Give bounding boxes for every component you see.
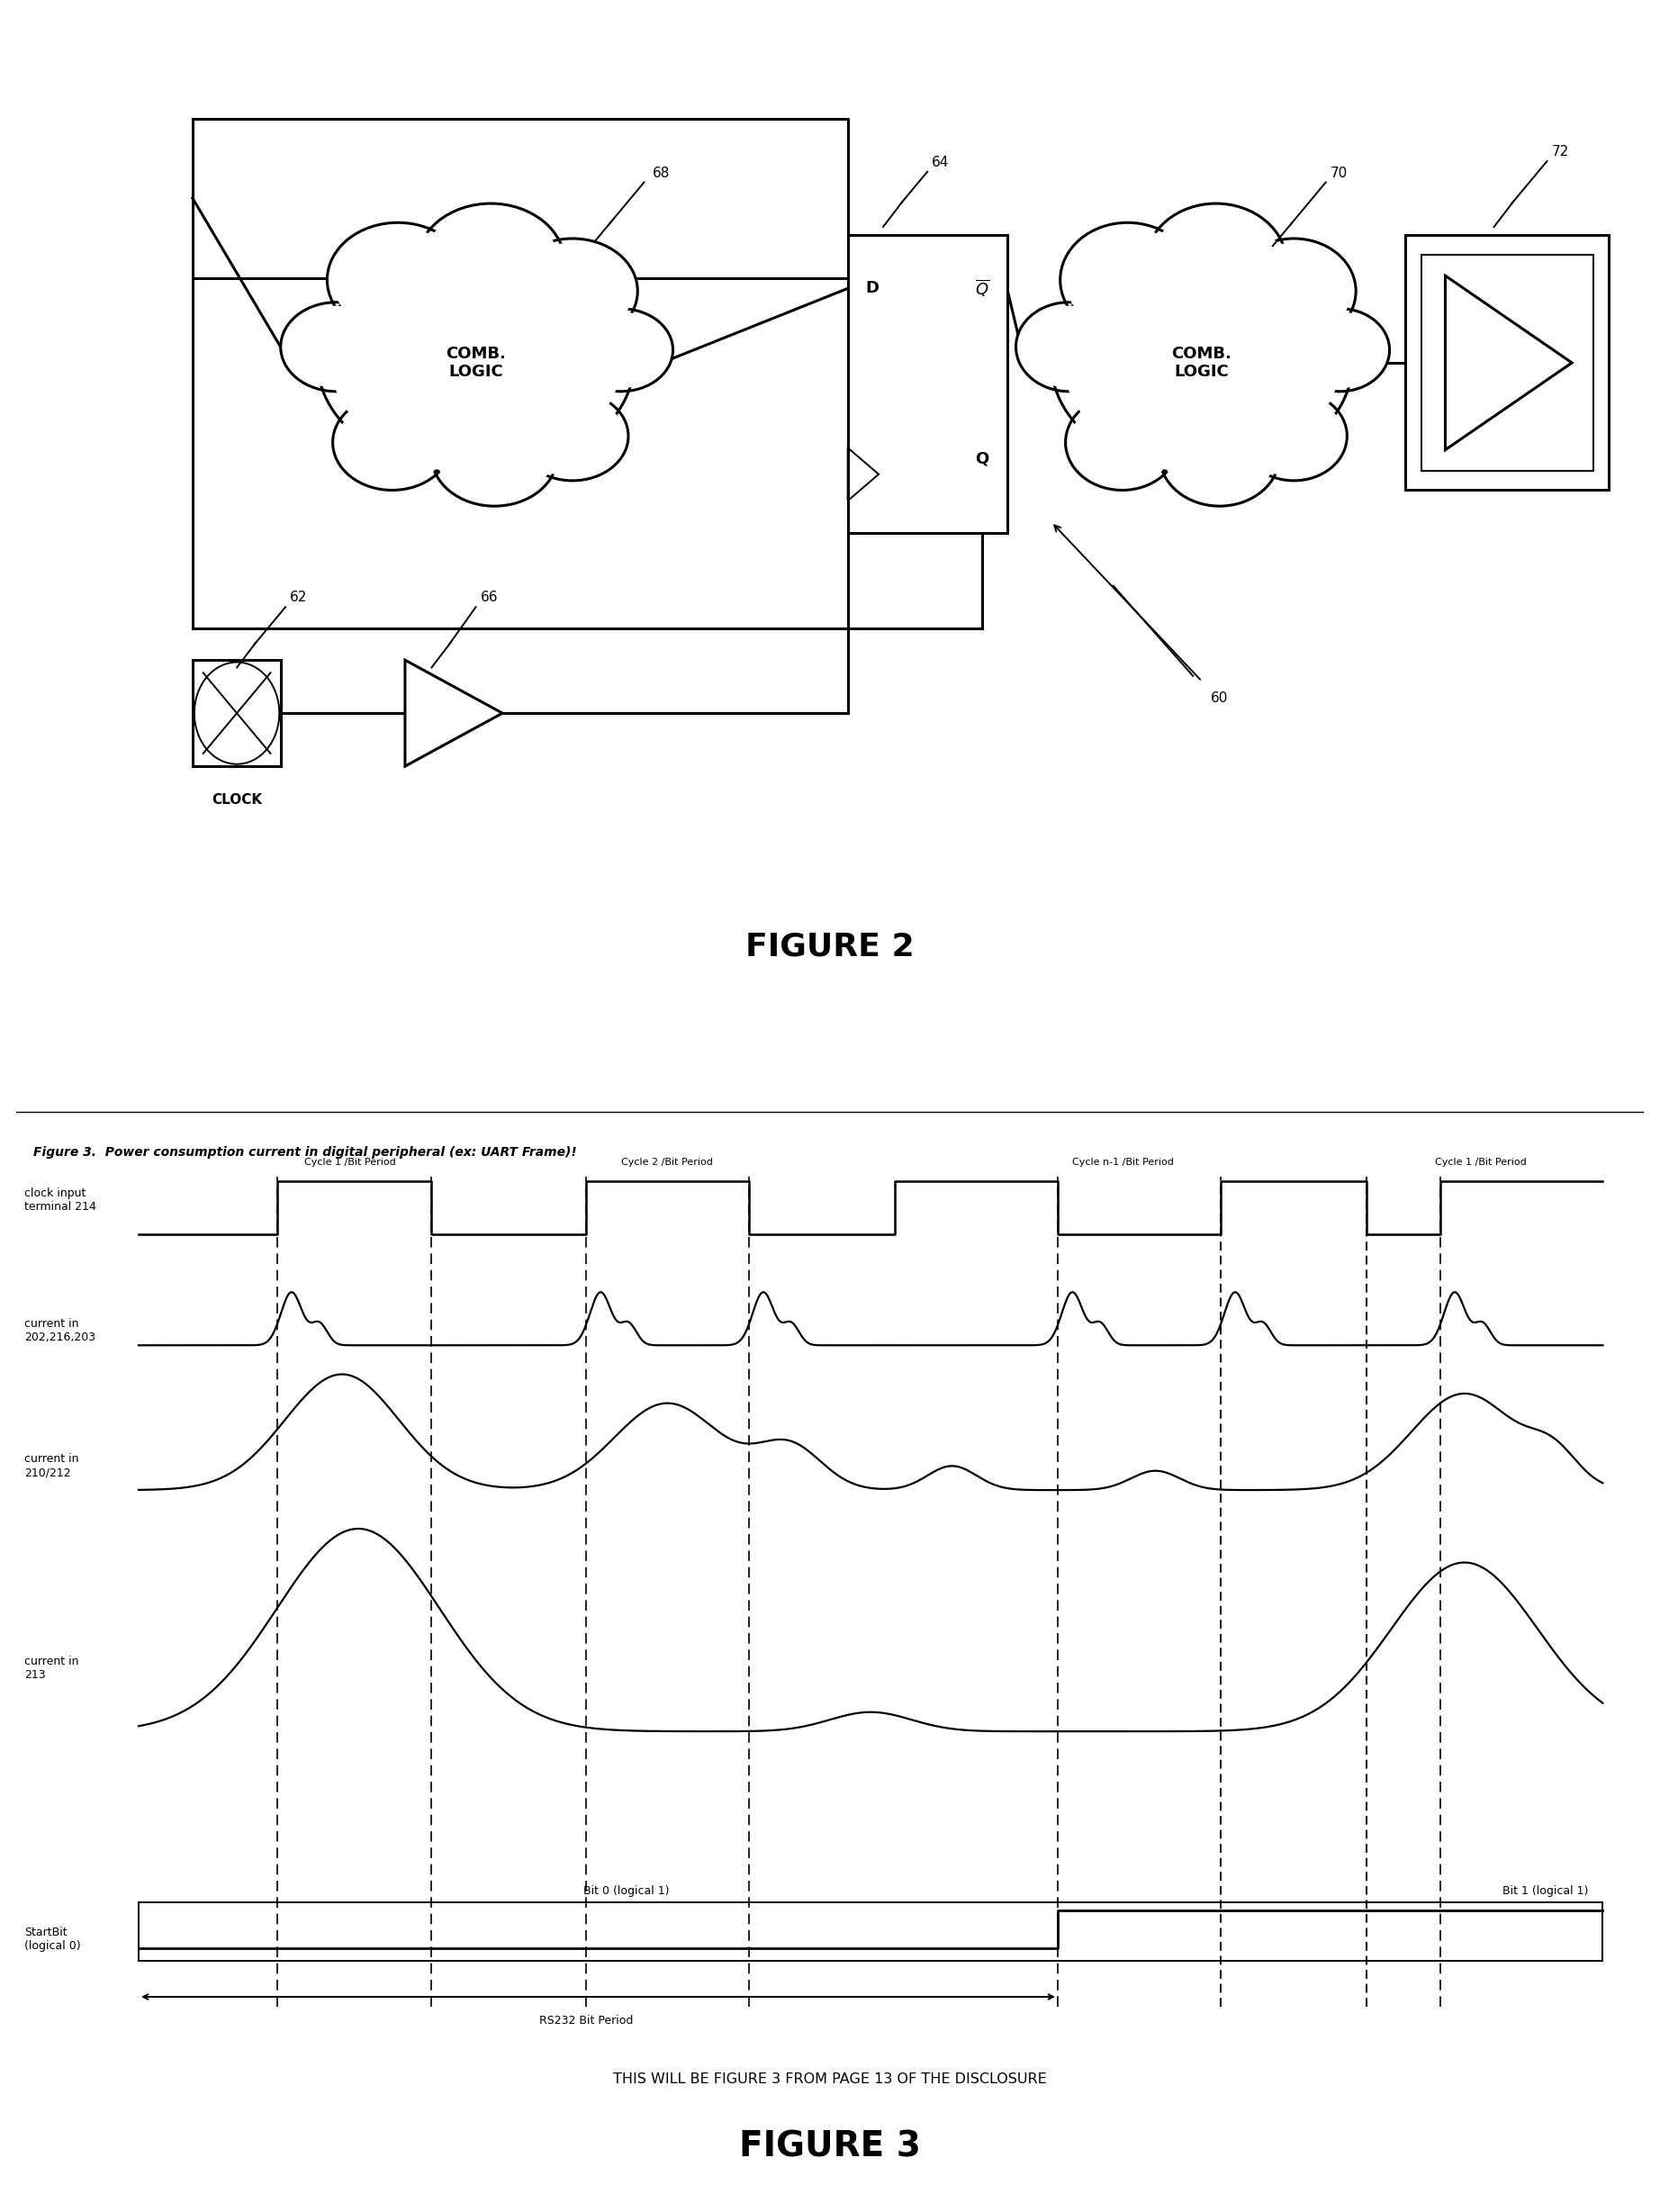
Text: Cycle 1 /Bit Period: Cycle 1 /Bit Period [1434, 1157, 1527, 1166]
Ellipse shape [1295, 312, 1386, 387]
Ellipse shape [332, 394, 452, 491]
Text: current in
210/212: current in 210/212 [25, 1453, 80, 1478]
Text: 64: 64 [931, 155, 950, 168]
Ellipse shape [508, 239, 637, 343]
Text: $\overline{Q}$: $\overline{Q}$ [974, 279, 989, 299]
Ellipse shape [437, 409, 553, 502]
Ellipse shape [327, 223, 468, 336]
Text: THIS WILL BE FIGURE 3 FROM PAGE 13 OF THE DISCLOSURE: THIS WILL BE FIGURE 3 FROM PAGE 13 OF TH… [613, 2073, 1047, 2086]
Ellipse shape [1245, 396, 1343, 478]
Text: RS232 Bit Period: RS232 Bit Period [540, 2015, 632, 2026]
Bar [848, 234, 1008, 533]
Ellipse shape [1237, 243, 1351, 338]
Ellipse shape [1061, 223, 1195, 336]
Ellipse shape [513, 243, 632, 338]
Ellipse shape [573, 312, 669, 387]
Ellipse shape [569, 310, 672, 392]
Bar [138, 1902, 1602, 1960]
Text: FIGURE 3: FIGURE 3 [739, 2130, 921, 2163]
Text: 60: 60 [1210, 692, 1228, 706]
Text: 66: 66 [480, 591, 498, 604]
Ellipse shape [521, 396, 624, 478]
Ellipse shape [1066, 228, 1189, 332]
Text: StartBit
(logical 0): StartBit (logical 0) [25, 1927, 81, 1951]
Ellipse shape [337, 398, 447, 487]
Text: D: D [867, 281, 880, 296]
Text: Q: Q [976, 451, 989, 467]
Ellipse shape [281, 303, 392, 392]
Text: FIGURE 2: FIGURE 2 [745, 931, 915, 962]
Text: current in
202,216,203: current in 202,216,203 [25, 1318, 96, 1343]
Text: Bit 1 (logical 1): Bit 1 (logical 1) [1502, 1885, 1589, 1896]
Ellipse shape [330, 261, 621, 465]
Polygon shape [405, 659, 503, 765]
Text: Cycle n-1 /Bit Period: Cycle n-1 /Bit Period [1072, 1157, 1174, 1166]
Bar [1406, 234, 1609, 491]
Text: 70: 70 [1330, 166, 1348, 179]
Text: CLOCK: CLOCK [211, 792, 262, 807]
Ellipse shape [317, 252, 634, 473]
Ellipse shape [432, 405, 558, 507]
Ellipse shape [1016, 303, 1122, 392]
Text: 62: 62 [290, 591, 307, 604]
Ellipse shape [417, 204, 564, 325]
Text: 68: 68 [652, 166, 671, 179]
Ellipse shape [422, 208, 559, 321]
Ellipse shape [1066, 394, 1179, 491]
Ellipse shape [286, 305, 388, 387]
Ellipse shape [1240, 392, 1346, 480]
Text: COMB.
LOGIC: COMB. LOGIC [1172, 345, 1232, 380]
Ellipse shape [1145, 204, 1287, 325]
Ellipse shape [332, 228, 463, 332]
Ellipse shape [1021, 305, 1117, 387]
Text: Cycle 1 /Bit Period: Cycle 1 /Bit Period [304, 1157, 395, 1166]
Bar [1421, 254, 1594, 471]
Ellipse shape [1164, 409, 1275, 502]
Bar [193, 659, 281, 765]
Ellipse shape [1064, 261, 1340, 465]
Text: Figure 3.  Power consumption current in digital peripheral (ex: UART Frame)!: Figure 3. Power consumption current in d… [33, 1146, 576, 1159]
Text: Bit 0 (logical 1): Bit 0 (logical 1) [584, 1885, 669, 1896]
Ellipse shape [1159, 405, 1280, 507]
Ellipse shape [1290, 310, 1389, 392]
Ellipse shape [1071, 398, 1174, 487]
Ellipse shape [1051, 252, 1353, 473]
Text: COMB.
LOGIC: COMB. LOGIC [447, 345, 506, 380]
Text: Cycle 2 /Bit Period: Cycle 2 /Bit Period [621, 1157, 714, 1166]
Ellipse shape [1232, 239, 1356, 343]
Text: 72: 72 [1552, 146, 1569, 159]
Ellipse shape [516, 392, 629, 480]
Ellipse shape [1150, 208, 1282, 321]
Text: clock input
terminal 214: clock input terminal 214 [25, 1188, 96, 1212]
Text: current in
213: current in 213 [25, 1657, 80, 1681]
